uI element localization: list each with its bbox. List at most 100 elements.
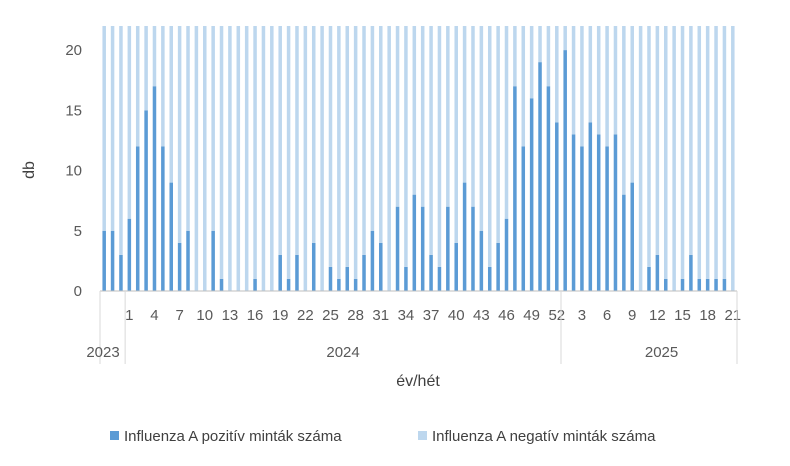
x-tick-label: 28: [347, 307, 364, 324]
legend: Influenza A pozitív minták száma Influenz…: [110, 428, 656, 445]
bar-negative: [211, 26, 215, 231]
bar-negative: [546, 26, 551, 87]
bar-negative: [622, 26, 626, 195]
bar-positive: [110, 230, 115, 291]
x-tick-label: 43: [473, 307, 490, 324]
bar-positive: [144, 110, 148, 291]
bar-negative: [571, 26, 576, 135]
bar-negative: [387, 26, 391, 291]
bar-negative: [479, 26, 484, 231]
y-axis: 0 5 10 15 20: [65, 42, 82, 300]
bar-positive: [596, 134, 601, 291]
bar-positive: [379, 242, 383, 291]
x-tick-label: 22: [297, 307, 314, 324]
bar-negative: [161, 26, 165, 147]
legend-label: Influenza A pozitív minták száma: [124, 428, 342, 445]
bar-positive: [664, 278, 668, 291]
bar-negative: [471, 26, 475, 207]
bar-negative: [244, 26, 249, 291]
bar-negative: [689, 26, 693, 255]
bar-negative: [345, 26, 350, 267]
bar-negative: [135, 26, 140, 147]
bar-positive: [588, 122, 593, 291]
bar-negative: [395, 26, 400, 207]
y-tick-label: 20: [65, 42, 82, 59]
x-tick-label: 6: [603, 307, 611, 324]
bar-positive: [337, 278, 341, 291]
bar-negative: [311, 26, 316, 243]
year-label: 2023: [86, 344, 119, 361]
bar-negative: [353, 26, 358, 279]
bar-negative: [429, 26, 433, 255]
bar-positive: [529, 98, 534, 292]
bar-positive: [186, 230, 190, 291]
x-tick-label: 40: [448, 307, 465, 324]
bar-negative: [379, 26, 383, 243]
bar-positive: [446, 206, 450, 291]
bar-positive: [119, 254, 123, 291]
bar-negative: [177, 26, 182, 243]
bar-positive: [311, 242, 316, 291]
bar-negative: [664, 26, 668, 279]
bar-negative: [270, 26, 274, 291]
x-tick-label: 7: [175, 307, 183, 324]
x-axis-label: év/hét: [396, 373, 440, 390]
bar-negative: [219, 26, 224, 279]
bar-positive: [395, 206, 400, 291]
y-tick-label: 10: [65, 163, 82, 180]
bar-positive: [479, 230, 484, 291]
bar-negative: [110, 26, 115, 231]
x-tick-label: 3: [578, 307, 586, 324]
bars-group: [102, 26, 735, 292]
bar-negative: [194, 26, 199, 291]
bar-positive: [462, 182, 467, 291]
bar-negative: [487, 26, 492, 267]
x-tick-label: 37: [423, 307, 440, 324]
bar-negative: [119, 26, 123, 255]
bar-negative: [278, 26, 282, 255]
legend-swatch: [110, 431, 119, 440]
x-axis: 1 4 7 10 13 16 19 22 25 28 31 34 37 40 43 46 49 52 3 6 9 12 15…: [86, 290, 741, 364]
bar-positive: [714, 278, 718, 291]
bar-negative: [588, 26, 593, 123]
bar-negative: [253, 26, 257, 279]
bar-positive: [420, 206, 425, 291]
bar-negative: [504, 26, 509, 219]
bar-positive: [521, 146, 526, 291]
bar-negative: [638, 26, 643, 291]
bar-positive: [513, 86, 517, 291]
bar-positive: [630, 182, 634, 291]
bar-positive: [362, 254, 366, 291]
bar-positive: [345, 266, 350, 291]
bar-negative: [370, 26, 375, 231]
bar-positive: [454, 242, 458, 291]
bar-positive: [404, 266, 408, 291]
bar-negative: [538, 26, 542, 63]
bar-positive: [177, 242, 182, 291]
bar-positive: [135, 146, 140, 291]
bar-negative: [630, 26, 634, 183]
bar-negative: [714, 26, 718, 279]
bar-positive: [429, 254, 433, 291]
bar-negative: [563, 26, 567, 51]
bar-positive: [437, 266, 442, 291]
bar-positive: [504, 218, 509, 291]
bar-positive: [253, 278, 257, 291]
x-tick-label: 31: [372, 307, 389, 324]
bar-negative: [286, 26, 291, 279]
bar-positive: [161, 146, 165, 291]
x-tick-label: 21: [724, 307, 741, 324]
bar-negative: [705, 26, 710, 279]
bar-positive: [295, 254, 299, 291]
bar-negative: [446, 26, 450, 207]
bar-negative: [596, 26, 601, 135]
x-tick-label: 52: [548, 307, 565, 324]
bar-negative: [328, 26, 333, 267]
bar-positive: [496, 242, 500, 291]
x-tick-label: 12: [649, 307, 666, 324]
bar-negative: [412, 26, 417, 195]
bar-positive: [219, 278, 224, 291]
bar-negative: [731, 26, 735, 291]
bar-positive: [487, 266, 492, 291]
bar-positive: [370, 230, 375, 291]
